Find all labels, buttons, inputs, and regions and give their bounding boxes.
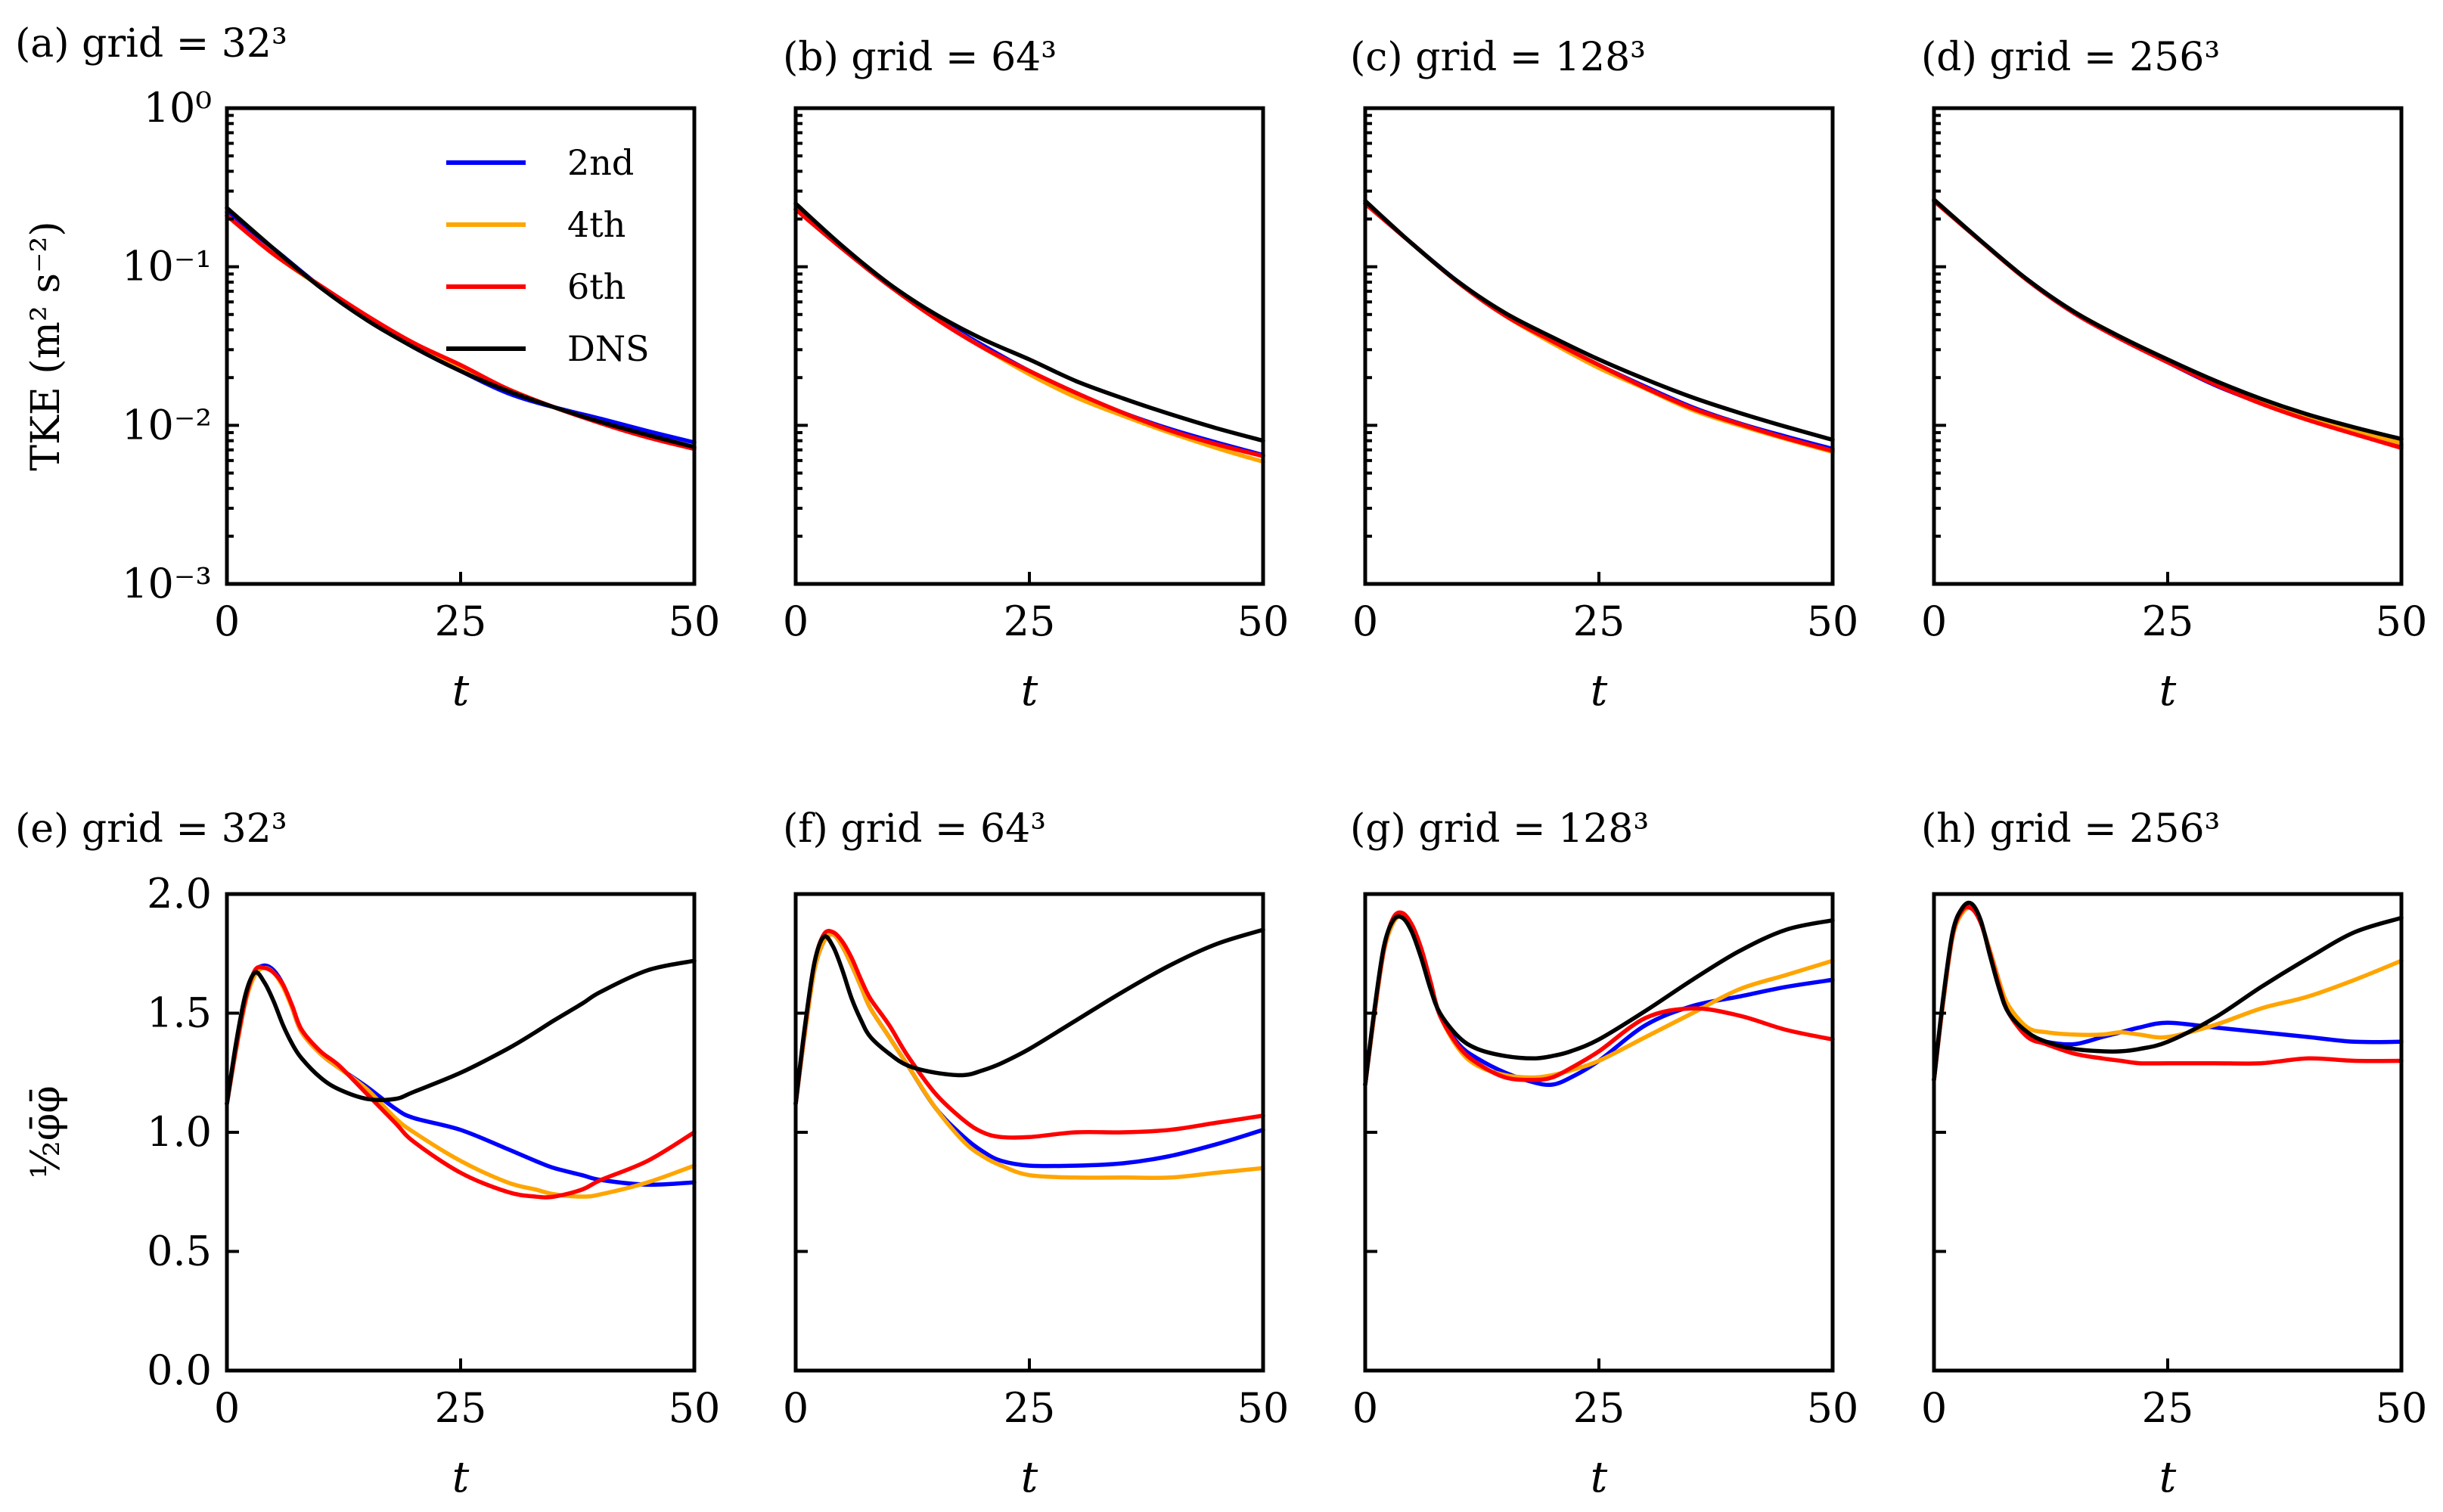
x-tick-label-e: 50 bbox=[669, 1384, 721, 1432]
x-tick-label-b: 0 bbox=[783, 598, 809, 645]
x-tick-label-g: 0 bbox=[1352, 1384, 1378, 1432]
x-tick-label-a: 50 bbox=[669, 598, 721, 645]
panel-title-h: (h) grid = 256³ bbox=[1921, 806, 2220, 852]
series-line-dns-d bbox=[1932, 197, 2404, 442]
x-axis-label-e: t bbox=[452, 1453, 470, 1502]
y-tick-label-e: 1.0 bbox=[147, 1108, 212, 1156]
series-line-dns-c bbox=[1363, 198, 1835, 442]
x-tick-label-f: 50 bbox=[1237, 1384, 1290, 1432]
x-axis-label-f: t bbox=[1021, 1453, 1038, 1502]
panel-title-f: (f) grid = 64³ bbox=[783, 806, 1046, 852]
x-tick-label-b: 25 bbox=[1004, 598, 1056, 645]
x-tick-label-d: 50 bbox=[2376, 598, 2428, 645]
series-line-4th-f bbox=[793, 932, 1265, 1181]
y-tick-label-a: 10⁻³ bbox=[122, 560, 212, 607]
x-tick-label-c: 50 bbox=[1807, 598, 1859, 645]
plot-frame-g bbox=[1363, 892, 1835, 1373]
panel-g: 0 25 50 t (g) grid = 128³ bbox=[1350, 806, 1858, 1502]
panel-title-g: (g) grid = 128³ bbox=[1350, 806, 1649, 852]
x-axis-label-g: t bbox=[1591, 1453, 1608, 1502]
series-line-2nd-d bbox=[1932, 198, 2404, 448]
plot-frame-b bbox=[793, 106, 1265, 586]
x-axis-label-a: t bbox=[452, 666, 470, 716]
y-tick-label-a: 10⁰ bbox=[144, 84, 212, 132]
series-line-dns-g bbox=[1363, 914, 1835, 1087]
series-line-2nd-a bbox=[225, 210, 697, 445]
plot-frame-h bbox=[1932, 892, 2404, 1373]
y-tick-label-a: 10⁻² bbox=[122, 401, 212, 449]
x-tick-label-g: 25 bbox=[1573, 1384, 1625, 1432]
x-tick-label-e: 0 bbox=[214, 1384, 240, 1432]
legend-label-2nd: 2nd bbox=[567, 142, 634, 183]
x-tick-label-h: 50 bbox=[2376, 1384, 2428, 1432]
panel-c: 0 25 50 t (c) grid = 128³ bbox=[1350, 35, 1858, 716]
series-line-dns-a bbox=[225, 206, 697, 449]
x-axis-label-c: t bbox=[1591, 666, 1608, 716]
legend-label-dns: DNS bbox=[567, 328, 650, 369]
x-tick-label-f: 0 bbox=[783, 1384, 809, 1432]
y-axis-label-e: ½φ̄φ̄ bbox=[23, 1085, 69, 1178]
y-tick-label-e: 1.5 bbox=[147, 989, 212, 1037]
y-tick-label-a: 10⁻¹ bbox=[122, 243, 212, 290]
series-line-2nd-c bbox=[1363, 201, 1835, 452]
series-line-6th-f bbox=[793, 929, 1265, 1140]
panel-h: 0 25 50 t (h) grid = 256³ bbox=[1921, 806, 2428, 1502]
series-line-4th-d bbox=[1932, 198, 2404, 446]
x-tick-label-h: 25 bbox=[2142, 1384, 2194, 1432]
plot-frame-e bbox=[225, 892, 697, 1373]
x-tick-label-b: 50 bbox=[1237, 598, 1290, 645]
series-line-6th-c bbox=[1363, 201, 1835, 453]
series-line-6th-e bbox=[225, 964, 697, 1200]
series-line-4th-c bbox=[1363, 201, 1835, 455]
x-tick-label-g: 50 bbox=[1807, 1384, 1859, 1432]
panel-e: 0 25 50 t 0.0 0.5 1.0 1.5 2.0 ½φ̄φ̄ (e) grid = 32³ bbox=[15, 806, 720, 1502]
panel-title-d: (d) grid = 256³ bbox=[1921, 35, 2220, 80]
x-tick-label-d: 0 bbox=[1921, 598, 1947, 645]
y-axis-label-a: TKE (m² s⁻²) bbox=[23, 221, 69, 470]
x-tick-label-c: 25 bbox=[1573, 598, 1625, 645]
panel-title-a: (a) grid = 32³ bbox=[15, 21, 287, 67]
y-tick-label-e: 2.0 bbox=[147, 870, 212, 917]
x-tick-label-f: 25 bbox=[1004, 1384, 1056, 1432]
panel-d: 0 25 50 t (d) grid = 256³ bbox=[1921, 35, 2428, 716]
x-axis-label-b: t bbox=[1021, 666, 1038, 716]
x-axis-label-d: t bbox=[2159, 666, 2177, 716]
series-line-2nd-b bbox=[793, 207, 1265, 458]
panel-a: 0 25 50 t 10⁰ 10⁻¹ 10⁻² 10⁻³ TKE (m² s⁻²) (a) gri… bbox=[15, 21, 720, 716]
legend-label-4th: 4th bbox=[567, 204, 625, 245]
panel-f: 0 25 50 t (f) grid = 64³ bbox=[783, 806, 1290, 1502]
x-tick-label-d: 25 bbox=[2142, 598, 2194, 645]
x-tick-label-c: 0 bbox=[1352, 598, 1378, 645]
legend-label-6th: 6th bbox=[567, 266, 625, 307]
series-line-4th-h bbox=[1932, 905, 2404, 1082]
panel-title-e: (e) grid = 32³ bbox=[15, 806, 287, 852]
series-line-dns-h bbox=[1932, 900, 2404, 1082]
series-line-dns-e bbox=[225, 958, 697, 1106]
x-tick-label-a: 0 bbox=[214, 598, 240, 645]
x-tick-label-a: 25 bbox=[435, 598, 487, 645]
x-tick-label-h: 0 bbox=[1921, 1384, 1947, 1432]
series-line-6th-d bbox=[1932, 198, 2404, 450]
panel-b: 0 25 50 t (b) grid = 64³ bbox=[783, 35, 1290, 716]
y-tick-label-e: 0.0 bbox=[147, 1346, 212, 1394]
series-line-4th-b bbox=[793, 207, 1265, 464]
series-line-2nd-e bbox=[225, 963, 697, 1188]
y-tick-label-e: 0.5 bbox=[147, 1228, 212, 1275]
plot-frame-d bbox=[1932, 106, 2404, 586]
series-line-dns-f bbox=[793, 927, 1265, 1106]
plot-frame-c bbox=[1363, 106, 1835, 586]
x-tick-label-e: 25 bbox=[435, 1384, 487, 1432]
panel-title-b: (b) grid = 64³ bbox=[783, 35, 1057, 80]
series-line-4th-e bbox=[225, 965, 697, 1199]
x-axis-label-h: t bbox=[2159, 1453, 2177, 1502]
plot-frame-f bbox=[793, 892, 1265, 1373]
series-line-dns-b bbox=[793, 201, 1265, 443]
panel-title-c: (c) grid = 128³ bbox=[1350, 35, 1646, 80]
